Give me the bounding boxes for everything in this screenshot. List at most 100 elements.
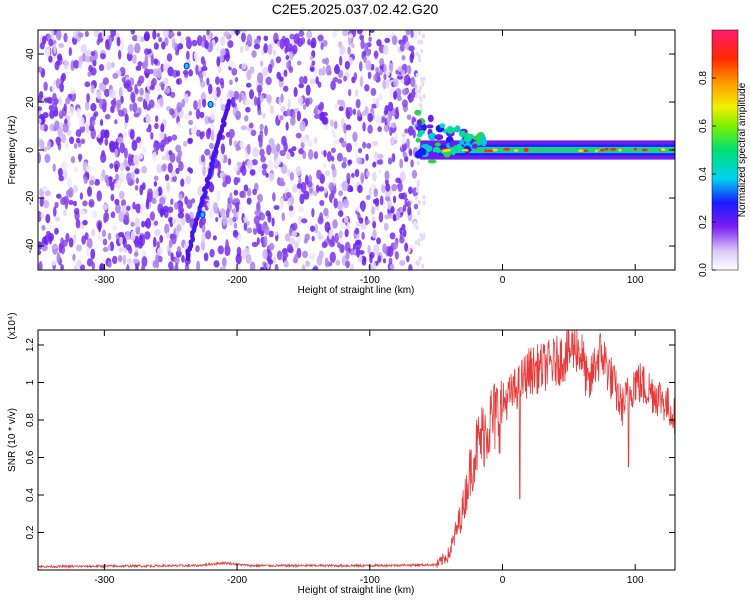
noise-blob	[164, 86, 171, 94]
noise-blob	[171, 37, 176, 49]
noise-blob	[39, 139, 45, 150]
noise-blob	[388, 212, 394, 219]
noise-blob	[298, 215, 303, 225]
noise-blob	[174, 255, 180, 265]
noise-blob	[73, 59, 80, 69]
noise-blob	[72, 253, 76, 261]
noise-blob	[87, 186, 93, 197]
noise-blob	[279, 115, 284, 121]
noise-blob	[142, 60, 148, 70]
noise-blob	[204, 115, 210, 125]
x-tick-label: 100	[627, 575, 644, 586]
noise-blob	[408, 264, 413, 270]
y-tick-label: 0.8	[25, 413, 36, 427]
noise-blob	[357, 184, 363, 194]
noise-blob	[240, 30, 247, 34]
noise-blob	[168, 261, 174, 270]
noise-blob	[311, 208, 315, 218]
noise-blob	[302, 250, 308, 259]
noise-blob	[166, 231, 171, 239]
noise-blob	[326, 151, 332, 162]
noise-blob	[358, 217, 364, 224]
noise-blob	[397, 95, 402, 102]
noise-blob	[156, 32, 160, 38]
noise-blob	[163, 57, 168, 68]
noise-blob	[139, 234, 143, 246]
signal-band-green	[469, 148, 675, 152]
noise-blob	[417, 30, 421, 36]
noise-blob	[171, 218, 176, 225]
noise-blob	[125, 79, 131, 88]
x-tick-label: -100	[360, 575, 380, 586]
noise-blob	[382, 79, 387, 90]
onset-blob	[463, 136, 472, 143]
noise-blob	[118, 190, 125, 200]
noise-blob	[418, 94, 422, 100]
noise-blob	[138, 141, 143, 150]
noise-blob	[401, 136, 406, 145]
noise-blob	[132, 154, 140, 165]
noise-blob	[127, 153, 132, 164]
noise-blob	[365, 153, 369, 161]
noise-blob	[370, 87, 377, 97]
noise-blob	[320, 42, 324, 51]
noise-blob	[355, 205, 360, 212]
noise-blob	[267, 159, 273, 171]
noise-blob	[160, 144, 165, 152]
noise-blob	[125, 244, 132, 251]
noise-blob	[311, 60, 316, 66]
noise-blob	[414, 240, 418, 246]
noise-blob	[158, 37, 163, 43]
noise-blob	[354, 168, 360, 178]
noise-blob	[401, 223, 406, 231]
noise-blob	[44, 190, 51, 197]
noise-blob	[97, 132, 101, 139]
noise-blob	[280, 164, 288, 174]
noise-blob	[107, 245, 111, 251]
y-tick-label: 1.2	[25, 338, 36, 352]
noise-blob	[417, 39, 421, 45]
noise-blob	[371, 206, 376, 215]
noise-blob	[333, 198, 338, 209]
noise-blob	[187, 138, 193, 145]
noise-blob	[232, 198, 239, 204]
noise-blob	[114, 148, 118, 158]
noise-blob	[141, 220, 145, 228]
noise-blob	[86, 92, 90, 103]
noise-blob	[175, 50, 180, 56]
noise-blob	[343, 75, 348, 82]
noise-blob	[286, 108, 291, 117]
noise-blob	[334, 120, 338, 130]
noise-blob	[313, 190, 318, 197]
noise-blob	[155, 254, 159, 265]
noise-blob	[411, 169, 418, 179]
noise-blob	[373, 50, 379, 60]
noise-blob	[176, 78, 180, 85]
noise-blob	[273, 205, 280, 210]
noise-blob	[137, 96, 144, 102]
spectrogram-heat-layer	[38, 30, 675, 270]
noise-blob	[389, 232, 396, 240]
noise-blob	[272, 192, 276, 202]
noise-blob	[228, 60, 235, 68]
onset-blob	[427, 159, 437, 164]
noise-blob	[78, 32, 84, 38]
noise-blob	[123, 147, 128, 159]
noise-blob	[73, 264, 79, 270]
noise-blob	[297, 96, 304, 105]
noise-blob	[390, 206, 395, 214]
noise-blob	[84, 119, 91, 127]
snr-multiplier: (x10⁴)	[7, 312, 18, 339]
noise-blob	[399, 43, 405, 52]
onset-blob	[471, 143, 478, 149]
noise-blob	[317, 34, 324, 42]
noise-blob	[85, 246, 90, 257]
noise-blob	[324, 57, 330, 65]
noise-blob	[201, 232, 206, 244]
noise-blob	[309, 78, 316, 85]
noise-blob	[152, 30, 157, 40]
noise-blob	[394, 131, 398, 141]
noise-blob	[41, 243, 48, 252]
noise-blob	[159, 208, 166, 216]
noise-blob	[268, 172, 275, 182]
